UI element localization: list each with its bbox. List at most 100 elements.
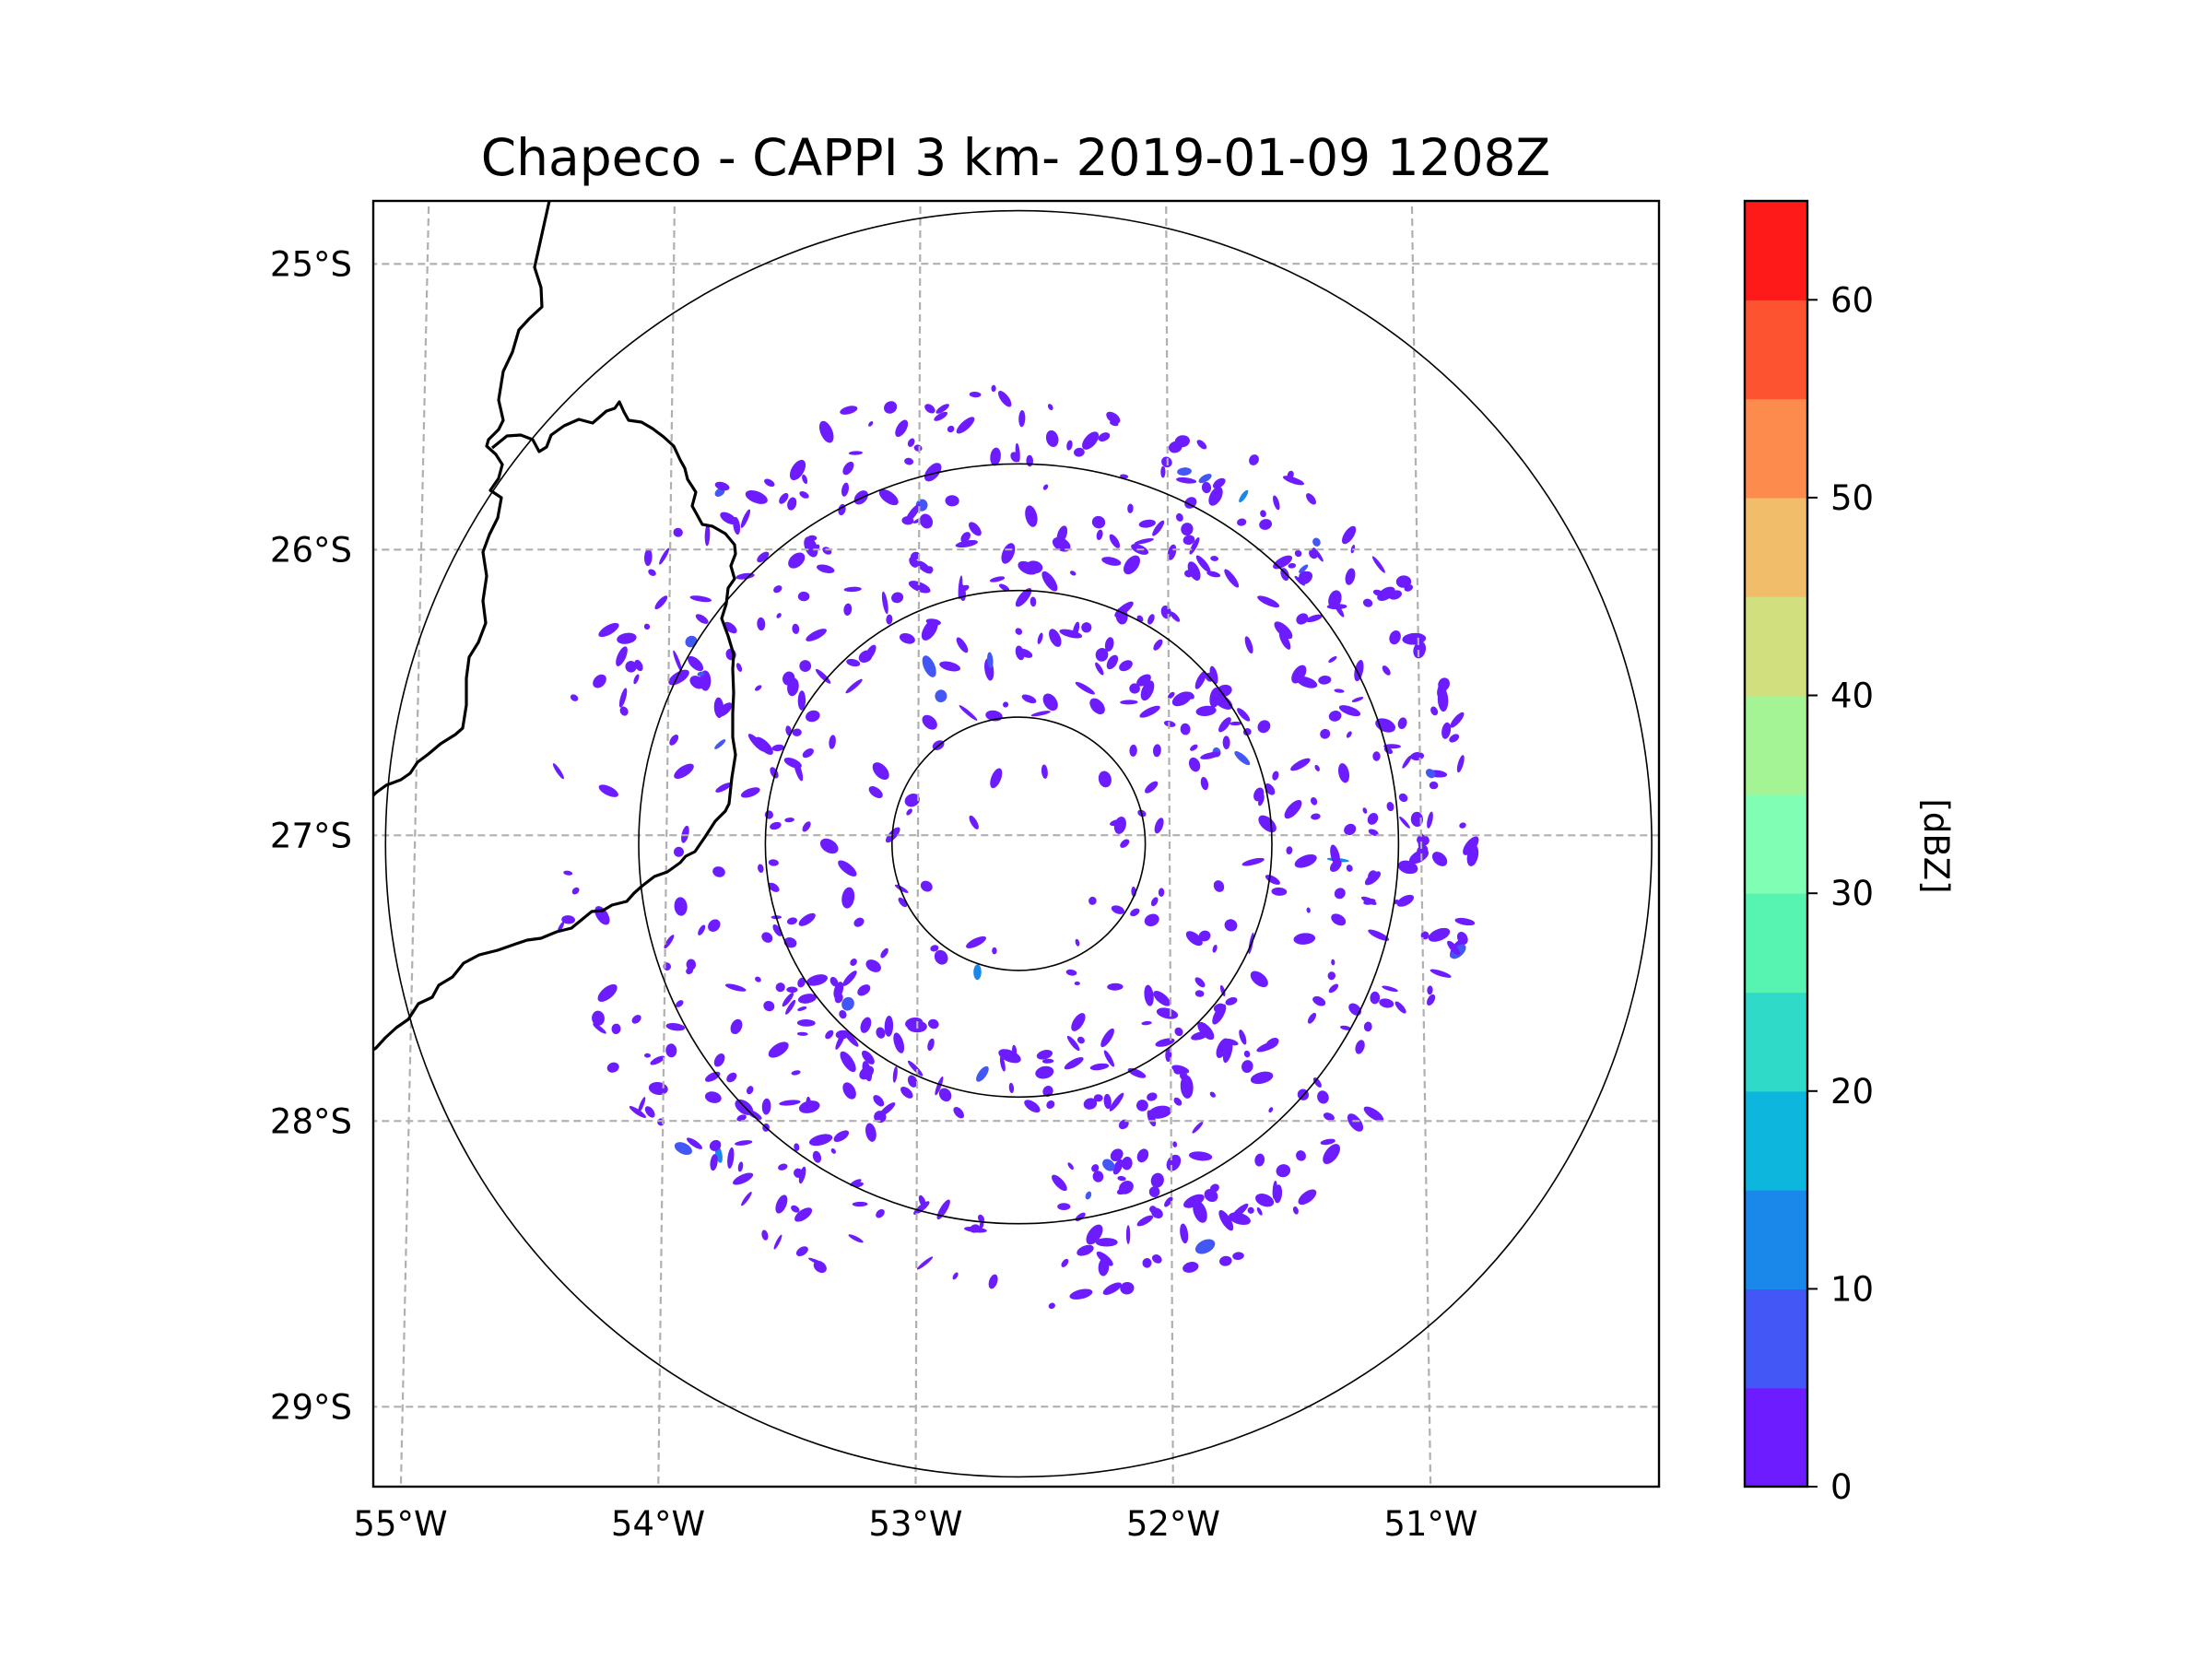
echo-cell [1120,700,1138,705]
echo-cell [1250,1071,1274,1085]
echo-cell [1154,818,1164,834]
chart-title: Chapeco - CAPPI 3 km- 2019-01-09 1208Z [481,128,1550,187]
echo-cell [784,818,794,823]
echo-cell [1064,1057,1084,1070]
echo-cell [1216,1038,1230,1058]
echo-cell [1147,1092,1158,1101]
echo-cell [1150,897,1159,907]
echo-cell [1195,555,1211,573]
echo-cell [1136,1100,1148,1112]
echo-cell [1431,852,1448,866]
echo-cell [665,1043,677,1058]
echo-cell [1259,519,1273,530]
echo-cell [1198,930,1211,942]
echo-cell [1201,481,1212,494]
echo-cell [1059,629,1083,639]
echo-cell [998,583,1010,592]
echo-cell [817,564,835,573]
echo-cell [1397,860,1418,875]
echo-cell [1456,932,1468,945]
echo-cell [631,1015,641,1024]
echo-cell [1173,1097,1182,1106]
echo-cell [1354,660,1364,682]
echo-cell [1065,969,1077,976]
echo-cell [714,481,730,491]
echo-cell [1348,1003,1361,1016]
echo-cell [1192,1121,1204,1134]
echo-cell [898,897,908,908]
echo-cell [852,1201,868,1207]
echo-cell [906,808,912,816]
echo-cell [650,1055,665,1065]
echo-cell [1025,505,1038,527]
echo-cell [925,566,934,573]
echo-cell [830,1147,836,1154]
echo-cell [894,884,909,893]
y-tick-label: 25°S [270,244,352,284]
echo-cell [1024,1100,1041,1113]
echo-cell [1106,411,1121,424]
colorbar-tick-label: 0 [1830,1467,1853,1507]
echo-cell [733,1172,754,1185]
echo-cell [1399,816,1410,829]
echo-cell [1272,771,1279,781]
echo-cell [1345,568,1356,585]
echo-cell [778,1163,788,1171]
echo-cell [1260,510,1266,518]
echo-cell [1152,520,1165,536]
echo-cell [1218,717,1231,733]
echo-cell [727,1147,735,1169]
echo-cell [904,457,914,465]
echo-cell [1127,503,1134,513]
echo-cell [892,1065,898,1083]
echo-cell [1118,1181,1134,1194]
echo-cell [1077,1244,1094,1256]
echo-cell [1196,440,1207,450]
echo-cell [673,650,683,673]
echo-cell [878,488,899,506]
echo-cell [795,1246,808,1257]
echo-cell [969,391,982,398]
echo-cell [1049,629,1062,647]
echo-cell [689,676,705,689]
echo-cell [992,947,997,955]
echo-cell [1069,571,1077,576]
echo-cell [1450,712,1465,728]
echo-cell [835,1030,846,1050]
colorbar-tick-label: 60 [1830,280,1874,320]
echo-cell [1042,693,1058,712]
echo-cell [838,860,857,877]
echo-cell [1185,931,1203,947]
echo-cell [794,1143,800,1151]
echo-cell [1213,477,1226,489]
range-ring [638,463,1400,1225]
echo-cell [754,685,762,691]
echo-cell [1015,588,1032,607]
echo-cell [773,585,782,594]
echo-cell [674,846,684,857]
echo-cell [779,1100,801,1106]
echo-cell [1074,981,1080,986]
echo-cell [797,1006,807,1011]
echo-cell [593,1023,606,1034]
echo-cell [761,1230,769,1241]
echo-cell [1224,569,1240,588]
colorbar-frame [1743,199,1809,1488]
echo-cell [808,1257,826,1266]
echo-cell [1158,888,1165,897]
echo-cell [1197,1021,1215,1041]
echo-cell [865,959,881,972]
echo-cell [1222,1040,1233,1064]
x-tick-label: 53°W [868,1504,962,1544]
echo-cell [1355,1040,1365,1054]
echo-cell [1213,880,1225,892]
echo-cell [1184,570,1194,578]
echo-cell [845,678,863,694]
echo-cell [969,522,982,536]
echo-cell [611,1023,621,1034]
echo-cell [815,668,831,684]
echo-cell [1222,735,1230,749]
echo-cell [919,513,934,529]
echo-cell [704,1091,722,1103]
colorbar: 0 10 20 30 40 50 60 [dBZ] [1743,199,1956,1507]
